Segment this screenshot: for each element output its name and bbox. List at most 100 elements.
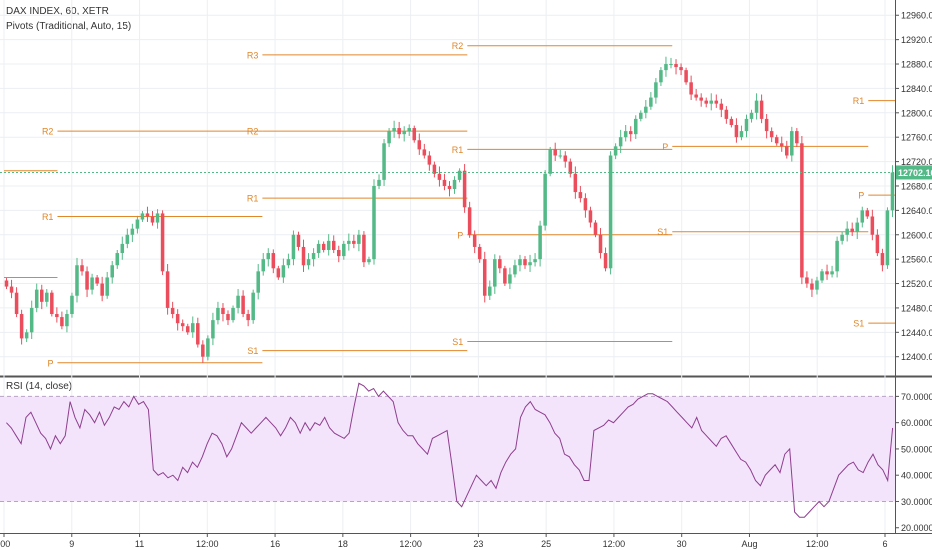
candle-body [533,259,537,263]
candle-body [357,234,361,244]
candle-body [115,253,120,266]
candle-body [493,259,497,287]
price-tick-label: 12400.00 [901,352,932,362]
candle-body [191,323,195,333]
time-tick-label: :00 [0,539,10,549]
candle-body [281,265,286,278]
candle-body [633,118,638,135]
pivot-label: S1 [452,337,463,347]
candle-body [80,265,84,272]
rsi-tick-label: 30.0000 [901,497,932,507]
candle-body [840,234,844,241]
symbol-title: DAX INDEX, 60, XETR [6,6,109,17]
candle-body [649,97,653,107]
candle-body [19,314,24,339]
candle-body [382,143,386,180]
candle-body [694,94,698,98]
candle-body [326,240,331,250]
candle-body [749,112,754,119]
price-tick-label: 12440.00 [901,328,932,338]
pivot-label: R3 [247,50,259,60]
pivot-label: S1 [853,319,864,329]
pivot-levels: R2 R1 P R3 R2 R1 S1 R2 R1 P S1 P S1 R1 P S1 [4,41,895,368]
candle-body [201,344,205,357]
time-tick-label: 25 [541,539,551,549]
candle-body [613,146,618,156]
candle-body [387,131,391,144]
candle-body [180,323,185,327]
pivot-label: R1 [853,96,865,106]
price-tick-label: 12960.00 [901,11,932,21]
time-tick-label: Aug [741,539,757,549]
candle-body [140,213,145,220]
price-tick-label: 12800.00 [901,108,932,118]
candle-body [372,185,376,260]
time-tick-label: 6 [882,539,887,549]
candle-body [498,259,502,269]
candle-body [779,143,784,147]
candle-body [306,259,311,266]
candle-body [553,149,557,156]
price-tick-label: 12560.00 [901,255,932,265]
candle-body [29,307,34,333]
candle-body [835,240,839,272]
candle-body [251,292,255,321]
candle-body [246,314,250,321]
candle-body [573,173,578,193]
pivot-label: P [457,230,463,240]
candle-body [95,277,99,284]
candle-body [196,323,200,345]
candle-body [70,295,74,315]
candle-body [518,259,522,266]
candle-body [810,283,814,290]
candle-body [397,128,401,135]
candle-body [417,140,422,150]
candle-body [558,155,563,157]
candle-body [850,228,854,232]
candle-body [110,265,114,278]
candle-body [508,274,512,284]
candle-body [160,213,165,272]
pivot-label: P [858,191,864,201]
candle-body [578,192,583,199]
candle-body [261,259,266,272]
candle-body [825,271,829,275]
candle-body [24,332,29,339]
candle-body [644,106,648,113]
pivot-label: R1 [42,212,54,222]
candle-body [407,128,411,132]
candle-body [769,131,774,138]
candle-body [674,64,678,68]
candle-body [563,155,568,162]
candle-body [462,170,467,208]
price-tick-label: 12720.00 [901,157,932,167]
candle-body [659,70,663,83]
last-price-label: 12702.16 [898,168,932,178]
candle-body [513,265,517,275]
candle-body [724,109,729,119]
candle-body [9,286,14,293]
pivot-label: S1 [247,346,258,356]
candle-body [729,118,734,125]
candle-body [684,70,688,83]
candle-body [588,210,593,223]
candle-body [347,240,351,244]
candle-body [120,243,125,254]
rsi-tick-label: 70.0000 [901,392,932,402]
last-price-tag [896,165,932,180]
price-tick-label: 12760.00 [901,133,932,143]
candle-body [367,259,371,263]
candle-body [880,253,885,266]
candle-body [316,243,321,254]
candle-body [392,128,396,132]
candle-body [276,268,281,278]
price-tick-label: 12600.00 [901,230,932,240]
candle-body [286,259,291,266]
candle-body [231,307,235,321]
candle-body [452,179,457,190]
candle-body [402,131,406,135]
candle-body [800,143,804,278]
candle-body [447,185,452,190]
candle-body [321,243,326,250]
